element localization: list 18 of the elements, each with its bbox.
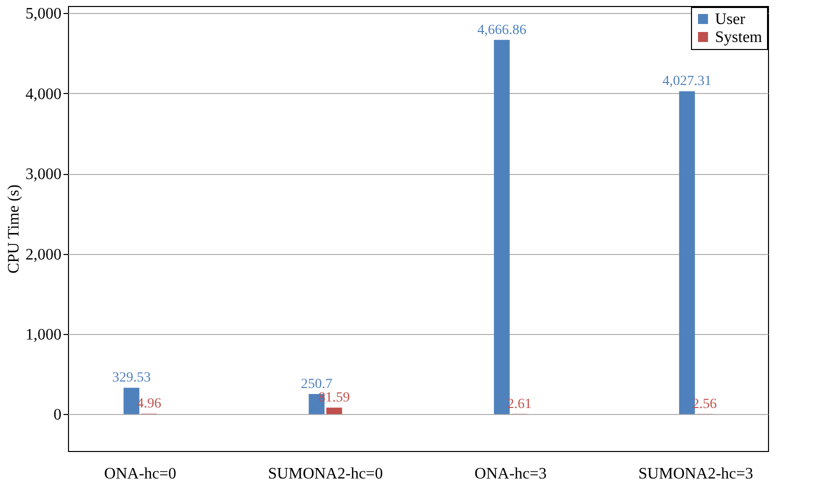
data-label: 4,027.31 [662,74,712,90]
x-tick-label: ONA-hc=3 [474,466,547,482]
y-tick-label: 4,000 [26,86,62,103]
y-tick-label: 3,000 [26,166,62,184]
x-tick-label: ONA-hc=0 [104,466,176,482]
y-axis-title: CPU Time (s) [6,184,22,274]
data-label: 329.53 [112,370,151,386]
bar [326,408,342,414]
legend-label: User [715,11,746,28]
data-label: 4,666.86 [477,22,526,38]
data-label: 250.7 [300,377,332,392]
y-tick-label: 5,000 [26,6,62,23]
x-tick-label: SUMONA2-hc=0 [268,466,383,482]
y-tick-label: 1,000 [26,326,62,344]
y-tick-label: 0 [54,406,62,424]
legend-label: System [715,29,763,46]
y-tick-label: 2,000 [26,246,62,264]
x-tick-label: SUMONA2-hc=3 [638,466,754,482]
